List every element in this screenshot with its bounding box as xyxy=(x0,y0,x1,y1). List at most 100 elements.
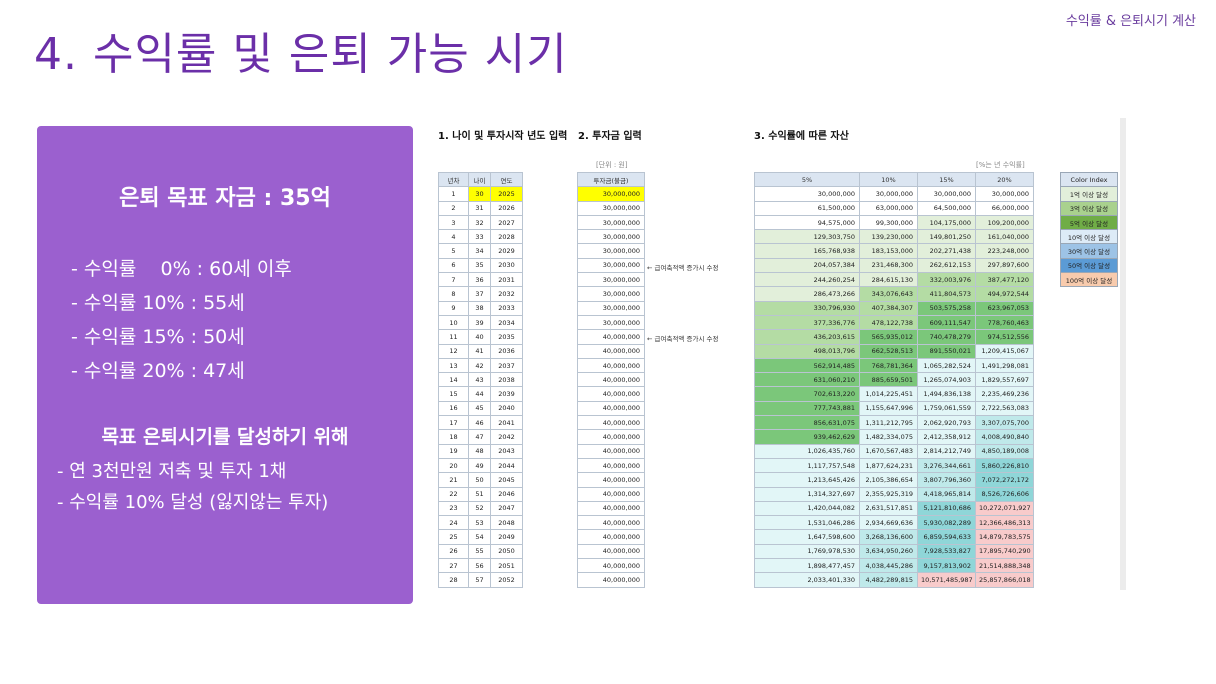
table-row: 23 52 2047 xyxy=(438,500,523,517)
table-cell: 17,895,740,290 xyxy=(975,543,1034,560)
table-cell: 3,307,075,700 xyxy=(975,415,1034,431)
table-cell: 50 xyxy=(468,472,491,488)
table-row: 856,631,075 1,311,212,795 2,062,920,793 3,3… xyxy=(754,415,1034,431)
table-row: 30,000,000 xyxy=(577,186,645,202)
table-cell: 56 xyxy=(468,558,491,574)
table-cell: 2035 xyxy=(490,329,523,345)
table-cell: 2038 xyxy=(490,372,523,388)
table-cell: 5,121,810,686 xyxy=(917,500,976,517)
investment-header: 투자금(불금) xyxy=(577,171,645,188)
table-row: 40,000,000 xyxy=(577,429,645,445)
legend-item: 5억 이상 달성 xyxy=(1060,214,1118,231)
table-cell: 40,000,000 xyxy=(577,500,645,517)
table-cell: 55 xyxy=(468,543,491,560)
table-cell: 609,111,547 xyxy=(917,314,976,331)
table-cell: 387,477,120 xyxy=(975,272,1034,288)
table-cell: 2,355,925,319 xyxy=(859,486,918,502)
table-row: 5 34 2029 xyxy=(438,243,523,259)
table-cell: 30,000,000 xyxy=(577,314,645,331)
table-cell: 2042 xyxy=(490,429,523,445)
table-cell: 22 xyxy=(438,486,469,502)
section3-title: 3. 수익률에 따른 자산 xyxy=(754,131,849,142)
table-cell: 2,722,563,083 xyxy=(975,400,1034,417)
table-cell: 53 xyxy=(468,515,491,531)
table-row: 436,203,615 565,935,012 740,478,279 974,512… xyxy=(754,329,1034,345)
table-cell: 498,013,796 xyxy=(754,343,860,359)
table-cell: 40,000,000 xyxy=(577,558,645,574)
vertical-scrollbar[interactable] xyxy=(1120,118,1126,590)
table-row: 30,000,000 xyxy=(577,200,645,216)
rate-note: [%는 년 수익률] xyxy=(976,161,1025,169)
table-cell: 20 xyxy=(438,457,469,474)
table-cell: 2043 xyxy=(490,443,523,459)
table-row: 3 32 2027 xyxy=(438,214,523,231)
table-cell: 436,203,615 xyxy=(754,329,860,345)
table-row: 1,769,978,530 3,634,950,260 7,928,533,827 1… xyxy=(754,543,1034,560)
legend-item: 1억 이상 달성 xyxy=(1060,186,1118,202)
table-cell: 39 xyxy=(468,314,491,331)
table-row: 40,000,000 xyxy=(577,472,645,488)
table-cell: 3,268,136,600 xyxy=(859,529,918,545)
table-cell: 332,003,976 xyxy=(917,272,976,288)
table-row: 6 35 2030 xyxy=(438,257,523,274)
table-cell: 40,000,000 xyxy=(577,486,645,502)
table-cell: 14,879,783,575 xyxy=(975,529,1034,545)
table-cell: 36 xyxy=(468,272,491,288)
table-row: 30,000,000 xyxy=(577,300,645,316)
table-cell: 10,272,071,927 xyxy=(975,500,1034,517)
table-cell: 3,276,344,661 xyxy=(917,457,976,474)
table-cell: 40,000,000 xyxy=(577,572,645,588)
table-row: 40,000,000 xyxy=(577,529,645,545)
table-cell: 2044 xyxy=(490,457,523,474)
table-cell: 7 xyxy=(438,272,469,288)
table-row: 1,213,645,426 2,105,386,654 3,807,796,360 7… xyxy=(754,472,1034,488)
table-cell: 38 xyxy=(468,300,491,316)
table-row: 61,500,000 63,000,000 64,500,000 66,000,000 xyxy=(754,200,1034,216)
table-row: 30,000,000 xyxy=(577,272,645,288)
table-cell: 343,076,643 xyxy=(859,286,918,302)
table-cell: 2028 xyxy=(490,229,523,245)
strategy-list: - 연 3천만원 저축 및 투자 1채 - 수익률 10% 달성 (잃지않는 투… xyxy=(57,456,328,518)
table-cell: 2032 xyxy=(490,286,523,302)
table-cell: 1,209,415,067 xyxy=(975,343,1034,359)
retirement-goal: 은퇴 목표 자금 : 35억 xyxy=(119,186,331,211)
table-cell: 1,898,477,457 xyxy=(754,558,860,574)
table-cell: 40,000,000 xyxy=(577,400,645,417)
table-cell: 40,000,000 xyxy=(577,515,645,531)
table-cell: 4,038,445,286 xyxy=(859,558,918,574)
table-row: 24 53 2048 xyxy=(438,515,523,531)
table-cell: 40,000,000 xyxy=(577,529,645,545)
table-cell: 2040 xyxy=(490,400,523,417)
legend-row: 5억 이상 달성 xyxy=(1060,214,1118,231)
table-row: 30,000,000 30,000,000 30,000,000 30,000,000 xyxy=(754,186,1034,202)
table-cell: 4,850,189,008 xyxy=(975,443,1034,459)
table-cell: 377,336,776 xyxy=(754,314,860,331)
table-cell: 1,117,757,548 xyxy=(754,457,860,474)
table-cell: 21,514,888,348 xyxy=(975,558,1034,574)
table-cell: 19 xyxy=(438,443,469,459)
table-cell: 104,175,000 xyxy=(917,214,976,231)
table-row: 22 51 2046 xyxy=(438,486,523,502)
table-row: 4 33 2028 xyxy=(438,229,523,245)
table-cell: 202,271,438 xyxy=(917,243,976,259)
table-cell: 9,157,813,902 xyxy=(917,558,976,574)
table-cell: 1 xyxy=(438,186,469,202)
table-row: 562,914,485 768,781,364 1,065,282,524 1,491… xyxy=(754,357,1034,374)
table-cell: 33 xyxy=(468,229,491,245)
column-header: 나이 xyxy=(468,171,491,188)
table-cell: 17 xyxy=(438,415,469,431)
rate-item: - 수익률 20% : 47세 xyxy=(71,360,245,382)
table-row: 1 30 2025 xyxy=(438,186,523,202)
table-cell: 42 xyxy=(468,357,491,374)
table-row: 40,000,000 xyxy=(577,558,645,574)
column-header: 5% xyxy=(754,171,860,188)
table-cell: 778,760,463 xyxy=(975,314,1034,331)
table-cell: 891,550,021 xyxy=(917,343,976,359)
table-cell: 768,781,364 xyxy=(859,357,918,374)
table-row: 1,420,044,082 2,631,517,851 5,121,810,686 1… xyxy=(754,500,1034,517)
table-cell: 30,000,000 xyxy=(754,186,860,202)
table-cell: 40,000,000 xyxy=(577,457,645,474)
table-cell: 223,248,000 xyxy=(975,243,1034,259)
table-cell: 2025 xyxy=(490,186,523,202)
table-cell: 49 xyxy=(468,457,491,474)
